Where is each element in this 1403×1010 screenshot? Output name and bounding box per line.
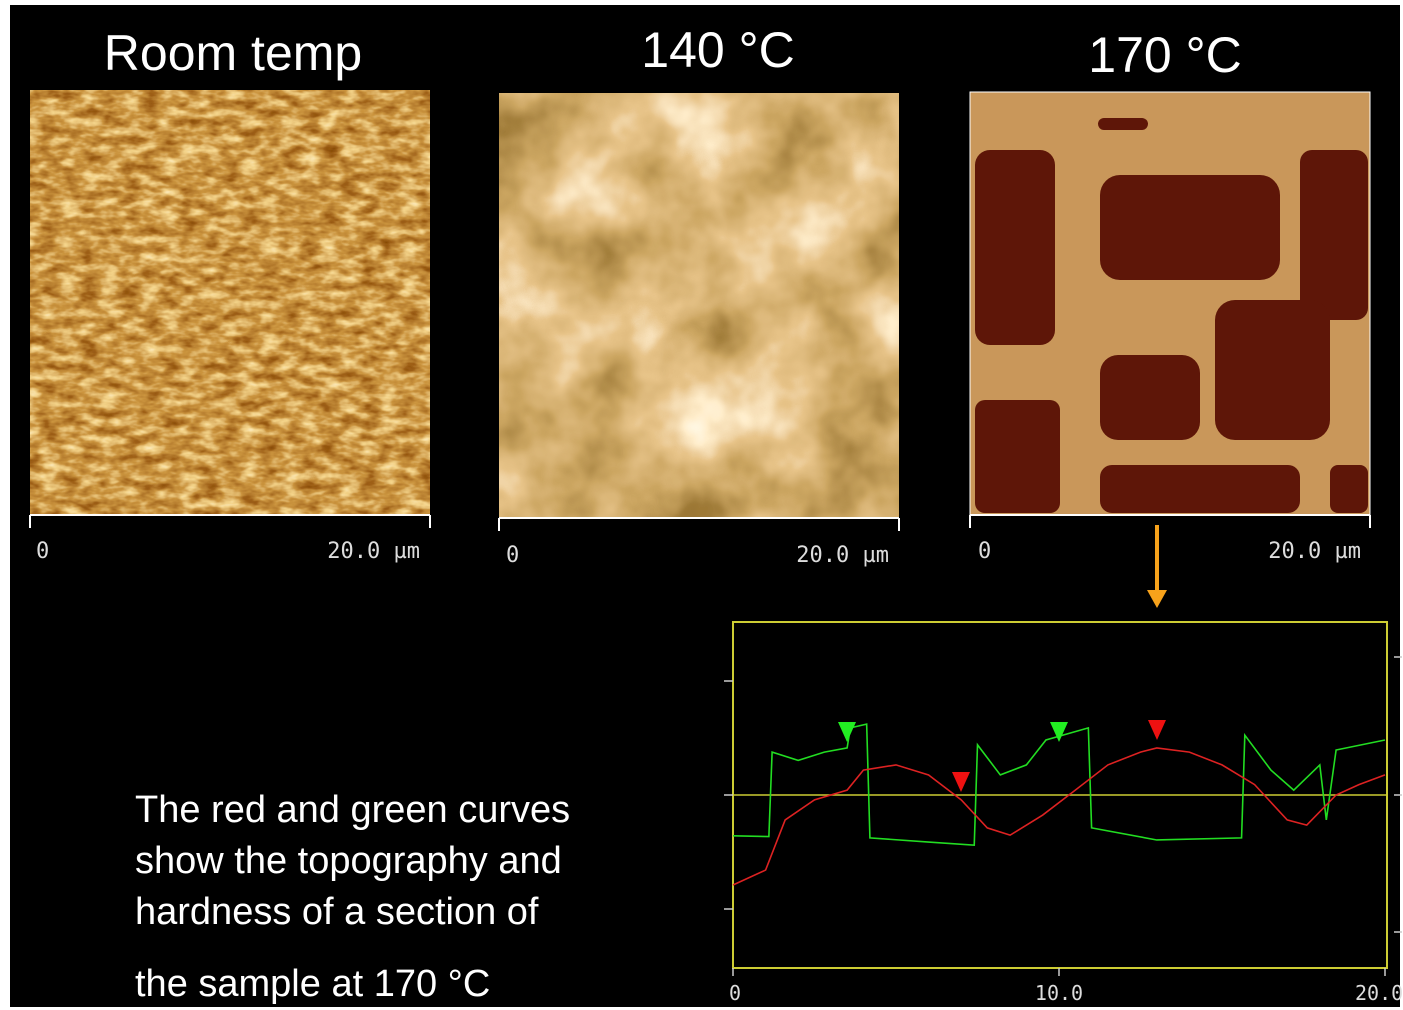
x-tick-label: 10.0 <box>1035 981 1083 1005</box>
x-tick-label: 20.0 <box>1355 981 1403 1005</box>
scale-label: 0 <box>36 539 49 564</box>
profile-chart: 0 10.0 20.0 <box>724 621 1403 1005</box>
scale-bar <box>29 514 1371 531</box>
x-tick-label: 0 <box>729 981 741 1005</box>
arrow <box>1147 525 1167 608</box>
scale-label: 20.0 µm <box>327 539 420 564</box>
panel-title: 140 °C <box>641 22 794 78</box>
caption: hardness of a section of <box>135 891 539 933</box>
panel-title: Room temp <box>104 25 362 81</box>
profile-curve <box>732 747 1386 886</box>
afm-image <box>498 92 900 519</box>
cursor-markers <box>838 720 1166 792</box>
scale-label: 20.0 µm <box>1268 539 1361 564</box>
caption: show the topography and <box>135 840 562 882</box>
scale-label: 0 <box>978 539 991 564</box>
scale-label: 0 <box>506 543 519 568</box>
scale-label: 20.0 µm <box>796 543 889 568</box>
panel-title: 170 °C <box>1088 27 1241 83</box>
caption: The red and green curves <box>135 789 570 831</box>
afm-image <box>969 91 1371 516</box>
caption: the sample at 170 °C <box>135 963 490 1005</box>
afm-image <box>29 89 431 516</box>
profile-curve <box>732 723 1386 847</box>
